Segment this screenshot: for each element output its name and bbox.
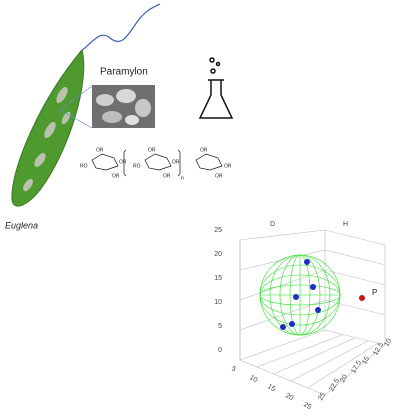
group: OR (200, 147, 208, 153)
group: RO (133, 163, 141, 169)
structure-labels: OR OR OR RO OR OR OR RO OR OR OR n (80, 147, 232, 181)
solvent-points (280, 259, 321, 330)
tick-label: 0 (218, 347, 222, 354)
group: n (181, 175, 184, 181)
paramylon-label: Paramylon (100, 67, 148, 78)
euglena-label: Euglena (5, 220, 38, 230)
plot-box (239, 229, 386, 396)
tick-label: 15 (361, 356, 371, 366)
tick-label: 10 (248, 374, 258, 384)
group: OR (224, 163, 232, 169)
paramylon-point (359, 295, 365, 301)
tick-label: 15 (266, 383, 276, 393)
flask-icon (198, 57, 234, 119)
tick-label: 20 (284, 392, 294, 402)
group: OR (119, 159, 127, 165)
group: OR (163, 173, 171, 179)
tick-label: 15 (214, 275, 222, 282)
d-label: D (270, 221, 275, 228)
sem-image (92, 85, 155, 128)
group: OR (215, 173, 223, 179)
paramylon-granules (23, 86, 71, 192)
tick-label: 10 (383, 338, 393, 348)
tick-label: 20 (339, 374, 349, 384)
tick-label: 25 (302, 401, 312, 411)
group: OR (148, 147, 156, 153)
zoom-lines (59, 85, 93, 129)
group: OR (96, 147, 104, 153)
tick-label: 10 (214, 299, 222, 306)
flagellum (79, 3, 161, 53)
tick-label: 25 (214, 227, 222, 234)
glucan-structure (91, 149, 223, 177)
tick-label: 5 (230, 365, 237, 373)
tick-label: 5 (218, 323, 222, 330)
tick-label: 20 (214, 251, 222, 258)
group: OR (112, 173, 120, 179)
p-label: P (372, 288, 377, 297)
tick-label: 25 (317, 392, 327, 402)
group: RO (80, 163, 88, 169)
h-label: H (343, 221, 348, 228)
group: OR (172, 159, 180, 165)
hansen-sphere (259, 254, 341, 336)
